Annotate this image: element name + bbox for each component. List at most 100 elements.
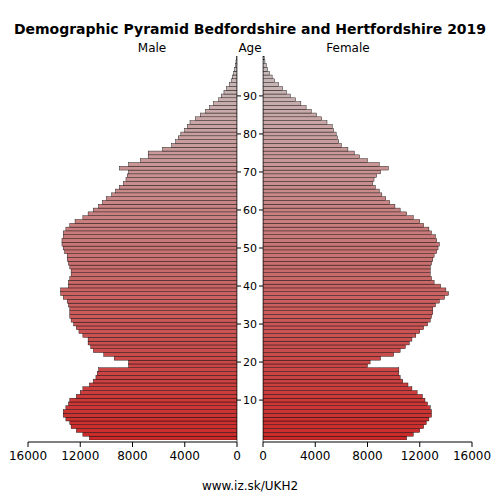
bar [63,246,237,250]
tick-label: 0 [259,449,267,463]
bar [263,86,283,90]
bar [70,265,237,269]
tick [237,95,241,96]
bar [67,254,237,258]
bar [263,132,336,136]
title: Demographic Pyramid Bedfordshire and Her… [14,21,486,37]
bar [263,375,400,379]
category-label: 80 [243,128,257,141]
bar [68,303,237,307]
bar [224,90,237,94]
tick-label: 12000 [401,449,439,463]
bar [263,208,400,212]
tick-label: 4000 [169,449,200,463]
bar [263,391,417,395]
bar [263,413,432,417]
bar [263,261,432,265]
tick [259,400,263,401]
bar [263,417,429,421]
bar [263,311,433,315]
bar [235,67,237,71]
bar [97,372,237,376]
bar [63,410,237,414]
bar [263,299,439,303]
bar [71,425,237,429]
bar [119,166,237,170]
bar [96,375,237,379]
bar [195,117,237,121]
bar [263,227,429,231]
bar [104,353,237,357]
bar [263,117,322,121]
source: www.iz.sk/UKH2 [202,479,298,493]
tick [28,442,29,447]
tick-label: 8000 [117,449,148,463]
bar [263,425,424,429]
bar [88,212,237,216]
bar [263,318,430,322]
tick [132,442,133,447]
bar [62,242,237,246]
bar [119,185,237,189]
bar [75,219,237,223]
tick [237,324,241,325]
bar [263,368,399,372]
bar [263,250,437,254]
bar [263,315,432,319]
bar [263,155,360,159]
bar [140,159,237,163]
tick [237,362,241,363]
bar [263,166,388,170]
bar [71,273,237,277]
bar [76,429,237,433]
bar [263,185,375,189]
bar [210,105,237,109]
bar [263,387,412,391]
bar [129,162,237,166]
bar [213,102,237,106]
tick [237,209,241,210]
bar [68,261,237,265]
bar [93,208,237,212]
bar [76,326,237,330]
bar [263,432,413,436]
bar [206,109,237,113]
bar [79,330,237,334]
series-label: Male [138,41,166,55]
bar [83,432,237,436]
bar [263,159,368,163]
bar [63,413,237,417]
bar [263,238,437,242]
bar [123,181,237,185]
bar [263,143,341,147]
bar [263,421,426,425]
bar [234,71,237,75]
bar [263,94,290,98]
tick-label: 0 [233,449,241,463]
bar [93,379,237,383]
tick [259,286,263,287]
category-label: 40 [243,280,257,293]
bar [63,231,237,235]
bar [263,136,337,140]
category-label: 50 [243,242,257,255]
bar [263,113,317,117]
bar [263,402,428,406]
bar [263,322,428,326]
bar [263,429,420,433]
bar [129,364,237,368]
bar [83,387,237,391]
bar [66,406,237,410]
bar [63,235,237,239]
bar [68,284,237,288]
bar [263,284,441,288]
bar [263,341,409,345]
bar [231,79,237,83]
bar [263,303,435,307]
tick [259,324,263,325]
bar [263,189,379,193]
tick-label: 16000 [9,449,47,463]
bar [74,322,237,326]
tick [259,248,263,249]
series-label: Female [326,41,369,55]
